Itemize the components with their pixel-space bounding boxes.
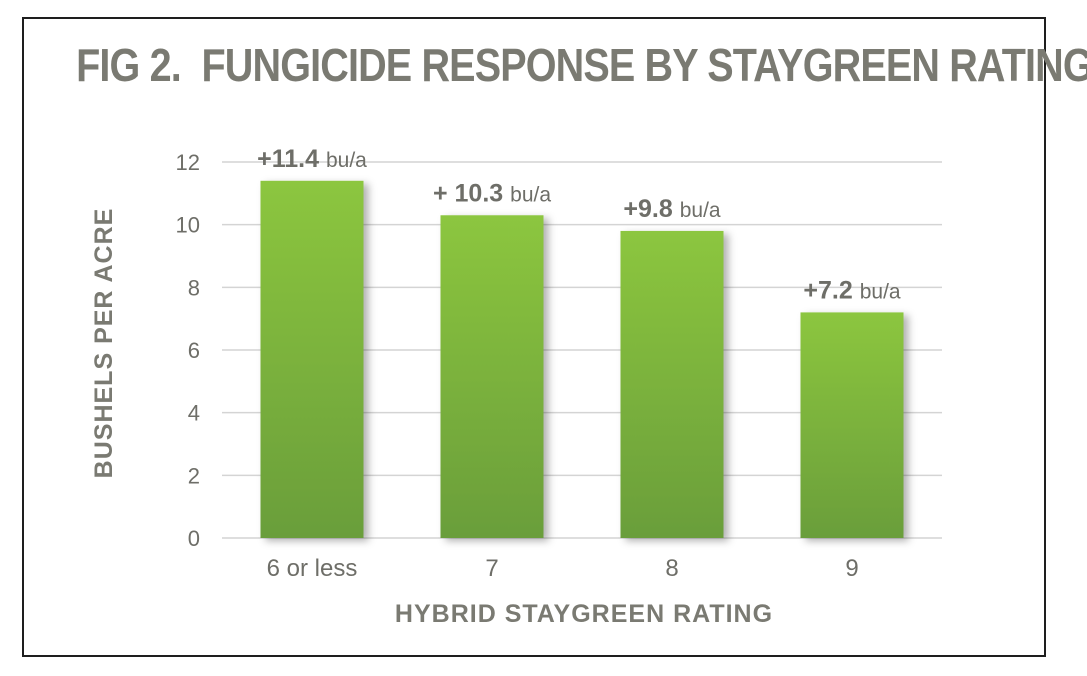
x-tick-label: 6 or less <box>267 555 358 582</box>
x-axis-title: HYBRID STAYGREEN RATING <box>395 600 773 628</box>
x-tick-label: 9 <box>845 555 858 582</box>
data-label: +11.4 bu/a <box>257 145 367 173</box>
x-tick-label: 8 <box>665 555 678 582</box>
data-label: +9.8 bu/a <box>623 195 721 223</box>
y-tick-label: 0 <box>188 526 200 551</box>
data-label: +7.2 bu/a <box>803 276 901 304</box>
y-axis-title: BUSHELS PER ACRE <box>90 208 118 479</box>
figure-title: FUNGICIDE RESPONSE BY STAYGREEN RATING <box>201 39 1087 91</box>
chart-title: FIG 2. FUNGICIDE RESPONSE BY STAYGREEN RA… <box>76 38 1087 92</box>
y-tick-label: 12 <box>176 150 200 175</box>
bar-1 <box>260 180 364 539</box>
y-tick-label: 2 <box>188 463 200 488</box>
data-label: + 10.3 bu/a <box>433 179 551 207</box>
bar-3 <box>620 230 724 538</box>
y-tick-label: 10 <box>176 213 200 238</box>
x-tick-label: 7 <box>485 555 498 582</box>
figure-label: FIG 2. <box>76 39 182 91</box>
y-tick-label: 8 <box>188 275 200 300</box>
y-tick-label: 6 <box>188 338 200 363</box>
bar-2 <box>440 215 544 538</box>
bar-4 <box>800 312 904 538</box>
y-tick-label: 4 <box>188 401 200 426</box>
